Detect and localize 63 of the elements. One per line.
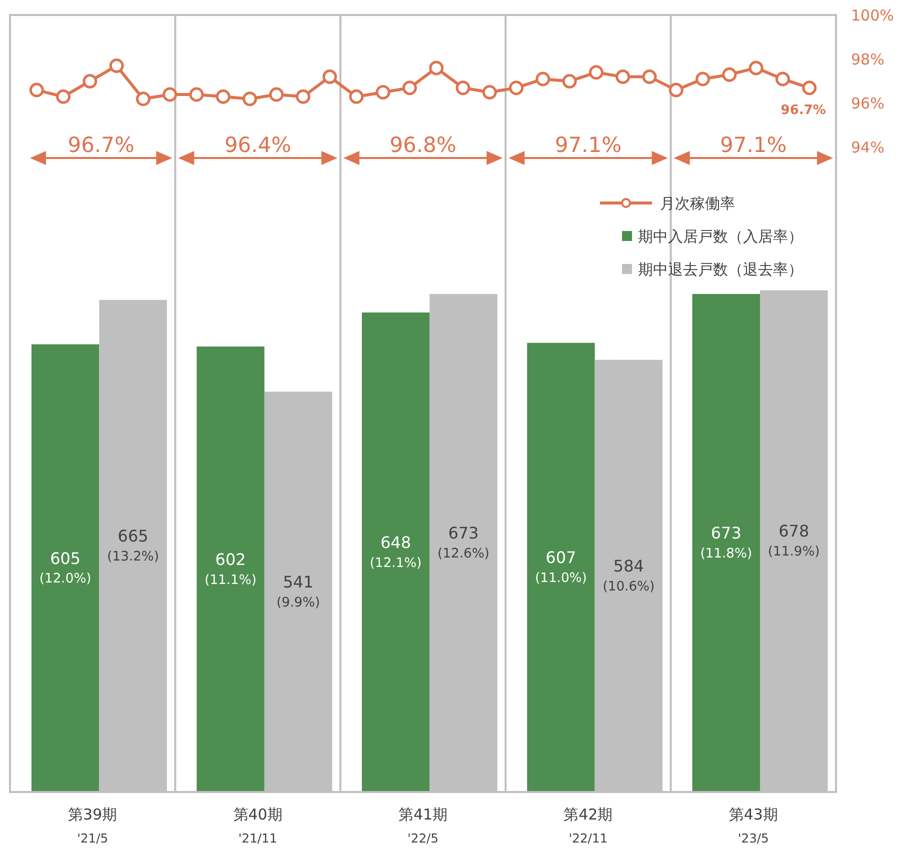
point [296,89,310,104]
point [109,58,124,74]
annotation: 96.4% [224,133,292,157]
point [82,74,98,88]
point [136,92,150,106]
y-tick-label: 100% [851,6,894,24]
point [216,89,230,104]
data-label: 648 (12.1%) [370,532,422,571]
point [269,87,284,102]
point [376,85,390,100]
legend-label: 期中退去戸数（退去率） [638,260,803,278]
point [802,80,817,96]
point [349,89,364,104]
point [242,92,258,106]
x-tick-label: 第40期 '21/11 [233,805,282,846]
point [722,67,737,82]
x-tick-label: 第41期 '22/5 [398,805,448,846]
point [775,72,790,86]
bar [362,312,430,792]
point [696,72,710,86]
data-label: 665 (13.2%) [107,526,160,565]
y-tick-label: 94% [851,138,884,157]
x-tick-label: 第43期 '23/5 [728,805,778,846]
annotation: 96.8% [390,133,456,157]
point [588,65,604,80]
bar [196,346,264,792]
data-label: 673 (11.8%) [700,524,752,562]
bar [527,342,595,792]
data-label: 605 (12.0%) [39,548,92,587]
annotation: 97.1% [554,133,622,157]
point [189,87,204,102]
point [616,70,630,84]
bar [31,344,100,792]
y-tick-label: 96% [851,94,884,113]
point [402,80,417,96]
data-label: 673 (12.6%) [438,524,490,562]
x-tick-label: 第42期 '22/11 [564,805,613,846]
annotation: 97.1% [720,133,787,157]
point [509,80,524,96]
data-label: 541 (9.9%) [276,572,320,610]
data-label: 678 (11.9%) [768,522,820,560]
point [322,70,337,84]
data-label: 602 (11.1%) [204,550,256,588]
x-tick-label: 第39期 '21/5 [68,805,118,846]
legend-label: 期中入居戸数（入居率） [638,227,803,246]
annotation: 96.7% [68,133,134,157]
y-tick-label: 98% [851,50,884,68]
data-label: 96.7% [780,102,826,118]
point [56,89,71,104]
point [668,82,684,98]
point [29,82,44,98]
point [429,60,444,76]
point [748,60,764,76]
bar [692,294,760,792]
data-label: 607 (11.0%) [535,548,587,586]
point [456,80,470,96]
point [642,70,657,84]
point [162,87,178,102]
point [536,72,550,86]
legend-label: 月次稼働率 [660,194,735,212]
point [562,74,577,88]
point [482,85,497,100]
data-label: 584 (10.6%) [602,556,655,595]
